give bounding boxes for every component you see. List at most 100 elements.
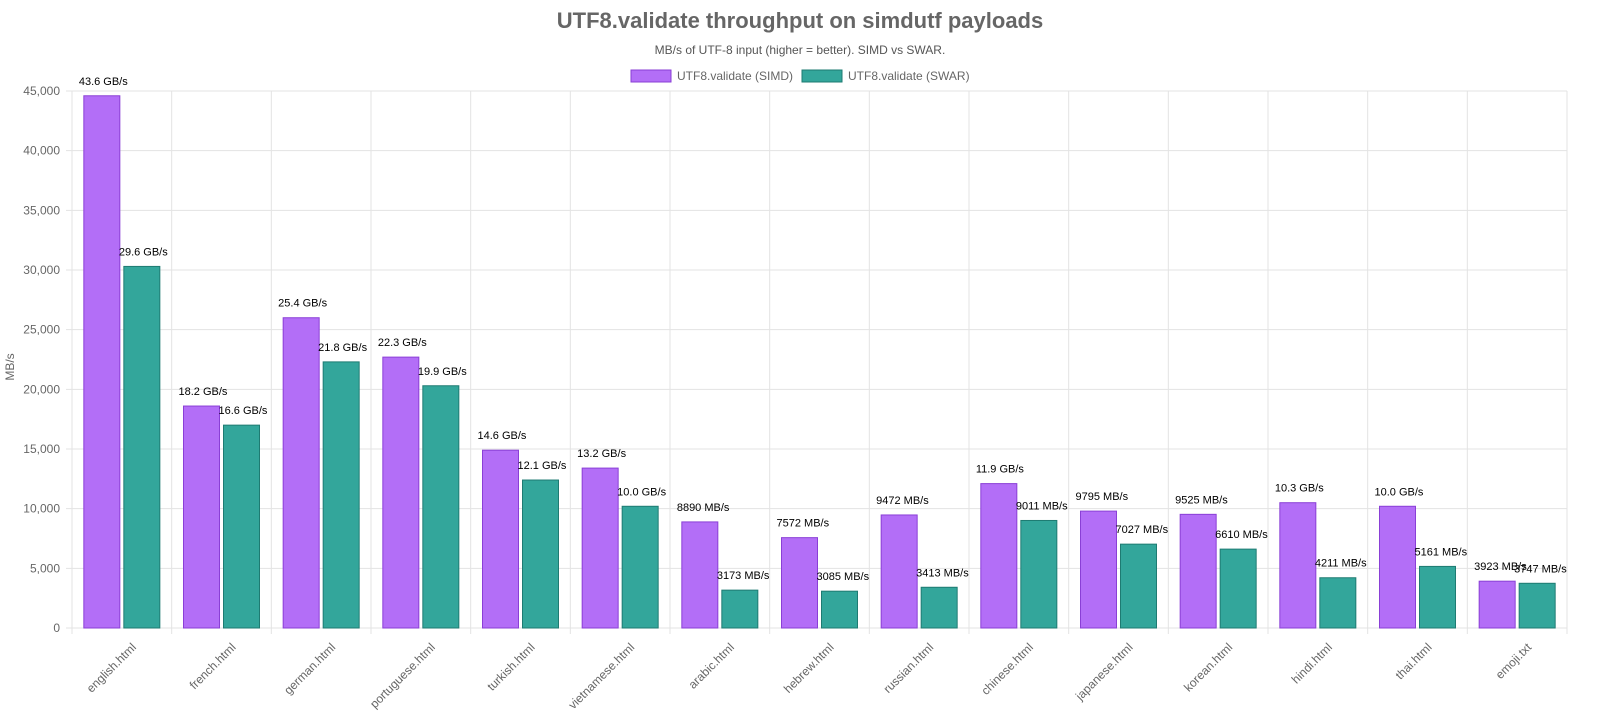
chart-subtitle: MB/s of UTF-8 input (higher = better). S… bbox=[655, 43, 946, 57]
data-labels-layer: 43.6 GB/s 29.6 GB/s 18.2 GB/s 16.6 GB/s 25.4… bbox=[79, 76, 1567, 583]
y-tick-label: 35,000 bbox=[23, 203, 60, 217]
data-label: 22.3 GB/s bbox=[378, 337, 427, 349]
y-tick-label: 40,000 bbox=[23, 144, 60, 158]
bars-layer bbox=[83, 95, 1556, 629]
x-tick-label: chinese.html bbox=[978, 640, 1036, 698]
data-label: 10.0 GB/s bbox=[1375, 486, 1424, 498]
data-label: 3413 MB/s bbox=[916, 567, 969, 579]
x-tick-label: emoji.txt bbox=[1493, 640, 1535, 682]
data-label: 43.6 GB/s bbox=[79, 76, 128, 88]
bar-simd-german-html[interactable] bbox=[282, 317, 320, 629]
y-tick-label: 20,000 bbox=[23, 382, 60, 396]
y-tick-label: 0 bbox=[53, 621, 60, 635]
y-axis-title: MB/s bbox=[3, 353, 17, 380]
bar-simd-chinese-html[interactable] bbox=[980, 483, 1018, 629]
y-tick-label: 25,000 bbox=[23, 323, 60, 337]
bar-swar-portuguese-html[interactable] bbox=[422, 385, 460, 629]
data-label: 3747 MB/s bbox=[1514, 563, 1567, 575]
bar-swar-arabic-html[interactable] bbox=[721, 589, 759, 629]
data-label: 18.2 GB/s bbox=[179, 386, 228, 398]
data-label: 29.6 GB/s bbox=[119, 246, 168, 258]
x-tick-label: english.html bbox=[84, 640, 139, 695]
bar-simd-vietnamese-html[interactable] bbox=[581, 467, 619, 629]
data-label: 13.2 GB/s bbox=[577, 448, 626, 460]
legend: UTF8.validate (SIMD) UTF8.validate (SWAR… bbox=[630, 69, 970, 83]
bar-simd-turkish-html[interactable] bbox=[482, 449, 519, 629]
x-tick-label: portuguese.html bbox=[367, 640, 438, 711]
legend-label-simd: UTF8.validate (SIMD) bbox=[677, 69, 793, 83]
bar-simd-emoji-txt[interactable] bbox=[1478, 580, 1516, 629]
data-label: 10.3 GB/s bbox=[1275, 483, 1324, 495]
bar-simd-hebrew-html[interactable] bbox=[781, 537, 818, 629]
data-label: 25.4 GB/s bbox=[278, 298, 327, 310]
legend-swatch-simd bbox=[630, 69, 672, 83]
bar-simd-russian-html[interactable] bbox=[880, 514, 918, 629]
data-label: 7572 MB/s bbox=[777, 518, 830, 530]
bar-swar-french-html[interactable] bbox=[223, 424, 260, 629]
x-tick-label: german.html bbox=[281, 640, 338, 697]
y-tick-label: 30,000 bbox=[23, 263, 60, 277]
bar-swar-chinese-html[interactable] bbox=[1020, 519, 1058, 629]
bar-swar-turkish-html[interactable] bbox=[522, 479, 559, 629]
bar-swar-vietnamese-html[interactable] bbox=[621, 505, 659, 629]
y-tick-label: 45,000 bbox=[23, 84, 60, 98]
data-label: 3173 MB/s bbox=[717, 570, 770, 582]
x-tick-label: thai.html bbox=[1393, 640, 1435, 682]
data-label: 10.0 GB/s bbox=[617, 486, 666, 498]
data-label: 9011 MB/s bbox=[1016, 500, 1068, 512]
bar-swar-thai-html[interactable] bbox=[1419, 565, 1456, 629]
bar-simd-thai-html[interactable] bbox=[1379, 505, 1416, 629]
data-label: 3085 MB/s bbox=[817, 571, 870, 583]
y-tick-label: 5,000 bbox=[30, 561, 60, 575]
data-label: 6610 MB/s bbox=[1215, 529, 1268, 541]
x-tick-label: vietnamese.html bbox=[566, 640, 638, 712]
bar-simd-japanese-html[interactable] bbox=[1080, 510, 1117, 629]
bar-simd-portuguese-html[interactable] bbox=[382, 356, 420, 629]
bar-swar-japanese-html[interactable] bbox=[1120, 543, 1157, 629]
chart-title: UTF8.validate throughput on simdutf payl… bbox=[557, 8, 1043, 33]
data-label: 9472 MB/s bbox=[876, 495, 929, 507]
legend-label-swar: UTF8.validate (SWAR) bbox=[848, 69, 970, 83]
x-tick-label: hindi.html bbox=[1289, 640, 1335, 686]
legend-item-swar[interactable]: UTF8.validate (SWAR) bbox=[801, 69, 970, 83]
x-tick-label: russian.html bbox=[881, 640, 937, 696]
bar-swar-korean-html[interactable] bbox=[1219, 548, 1257, 629]
data-label: 5161 MB/s bbox=[1415, 546, 1468, 558]
bar-simd-french-html[interactable] bbox=[183, 405, 220, 629]
bar-swar-hebrew-html[interactable] bbox=[821, 590, 858, 629]
bar-simd-english-html[interactable] bbox=[83, 95, 121, 629]
data-label: 12.1 GB/s bbox=[518, 460, 567, 472]
data-label: 11.9 GB/s bbox=[976, 464, 1025, 476]
x-tick-label: arabic.html bbox=[686, 640, 737, 691]
bar-simd-hindi-html[interactable] bbox=[1279, 502, 1317, 629]
data-label: 9525 MB/s bbox=[1175, 494, 1228, 506]
data-label: 19.9 GB/s bbox=[418, 366, 467, 378]
data-label: 8890 MB/s bbox=[677, 502, 730, 514]
legend-item-simd[interactable]: UTF8.validate (SIMD) bbox=[630, 69, 793, 83]
data-label: 16.6 GB/s bbox=[219, 405, 268, 417]
data-label: 4211 MB/s bbox=[1315, 558, 1367, 570]
legend-swatch-swar bbox=[801, 69, 843, 83]
x-axis-ticks: english.html french.html german.html portug… bbox=[84, 640, 1535, 712]
y-tick-label: 10,000 bbox=[23, 502, 60, 516]
data-label: 14.6 GB/s bbox=[478, 430, 527, 442]
data-label: 21.8 GB/s bbox=[318, 342, 367, 354]
x-tick-label: japanese.html bbox=[1072, 640, 1135, 703]
x-tick-label: korean.html bbox=[1181, 640, 1235, 694]
data-label: 7027 MB/s bbox=[1116, 524, 1169, 536]
x-tick-label: turkish.html bbox=[484, 640, 537, 693]
bar-simd-arabic-html[interactable] bbox=[681, 521, 719, 629]
y-tick-label: 15,000 bbox=[23, 442, 60, 456]
bar-swar-russian-html[interactable] bbox=[920, 586, 958, 629]
y-axis-ticks: 0 5,000 10,000 15,000 20,000 25,000 30,000 35,0… bbox=[23, 84, 60, 635]
bar-swar-hindi-html[interactable] bbox=[1319, 577, 1357, 629]
bar-simd-korean-html[interactable] bbox=[1179, 513, 1217, 629]
x-tick-label: hebrew.html bbox=[781, 640, 837, 696]
bar-swar-german-html[interactable] bbox=[322, 361, 360, 629]
x-tick-label: french.html bbox=[187, 640, 239, 692]
data-label: 9795 MB/s bbox=[1076, 491, 1129, 503]
bar-swar-english-html[interactable] bbox=[123, 265, 161, 629]
bar-swar-emoji-txt[interactable] bbox=[1518, 582, 1556, 629]
data-label: 3923 MB/s bbox=[1474, 561, 1527, 573]
